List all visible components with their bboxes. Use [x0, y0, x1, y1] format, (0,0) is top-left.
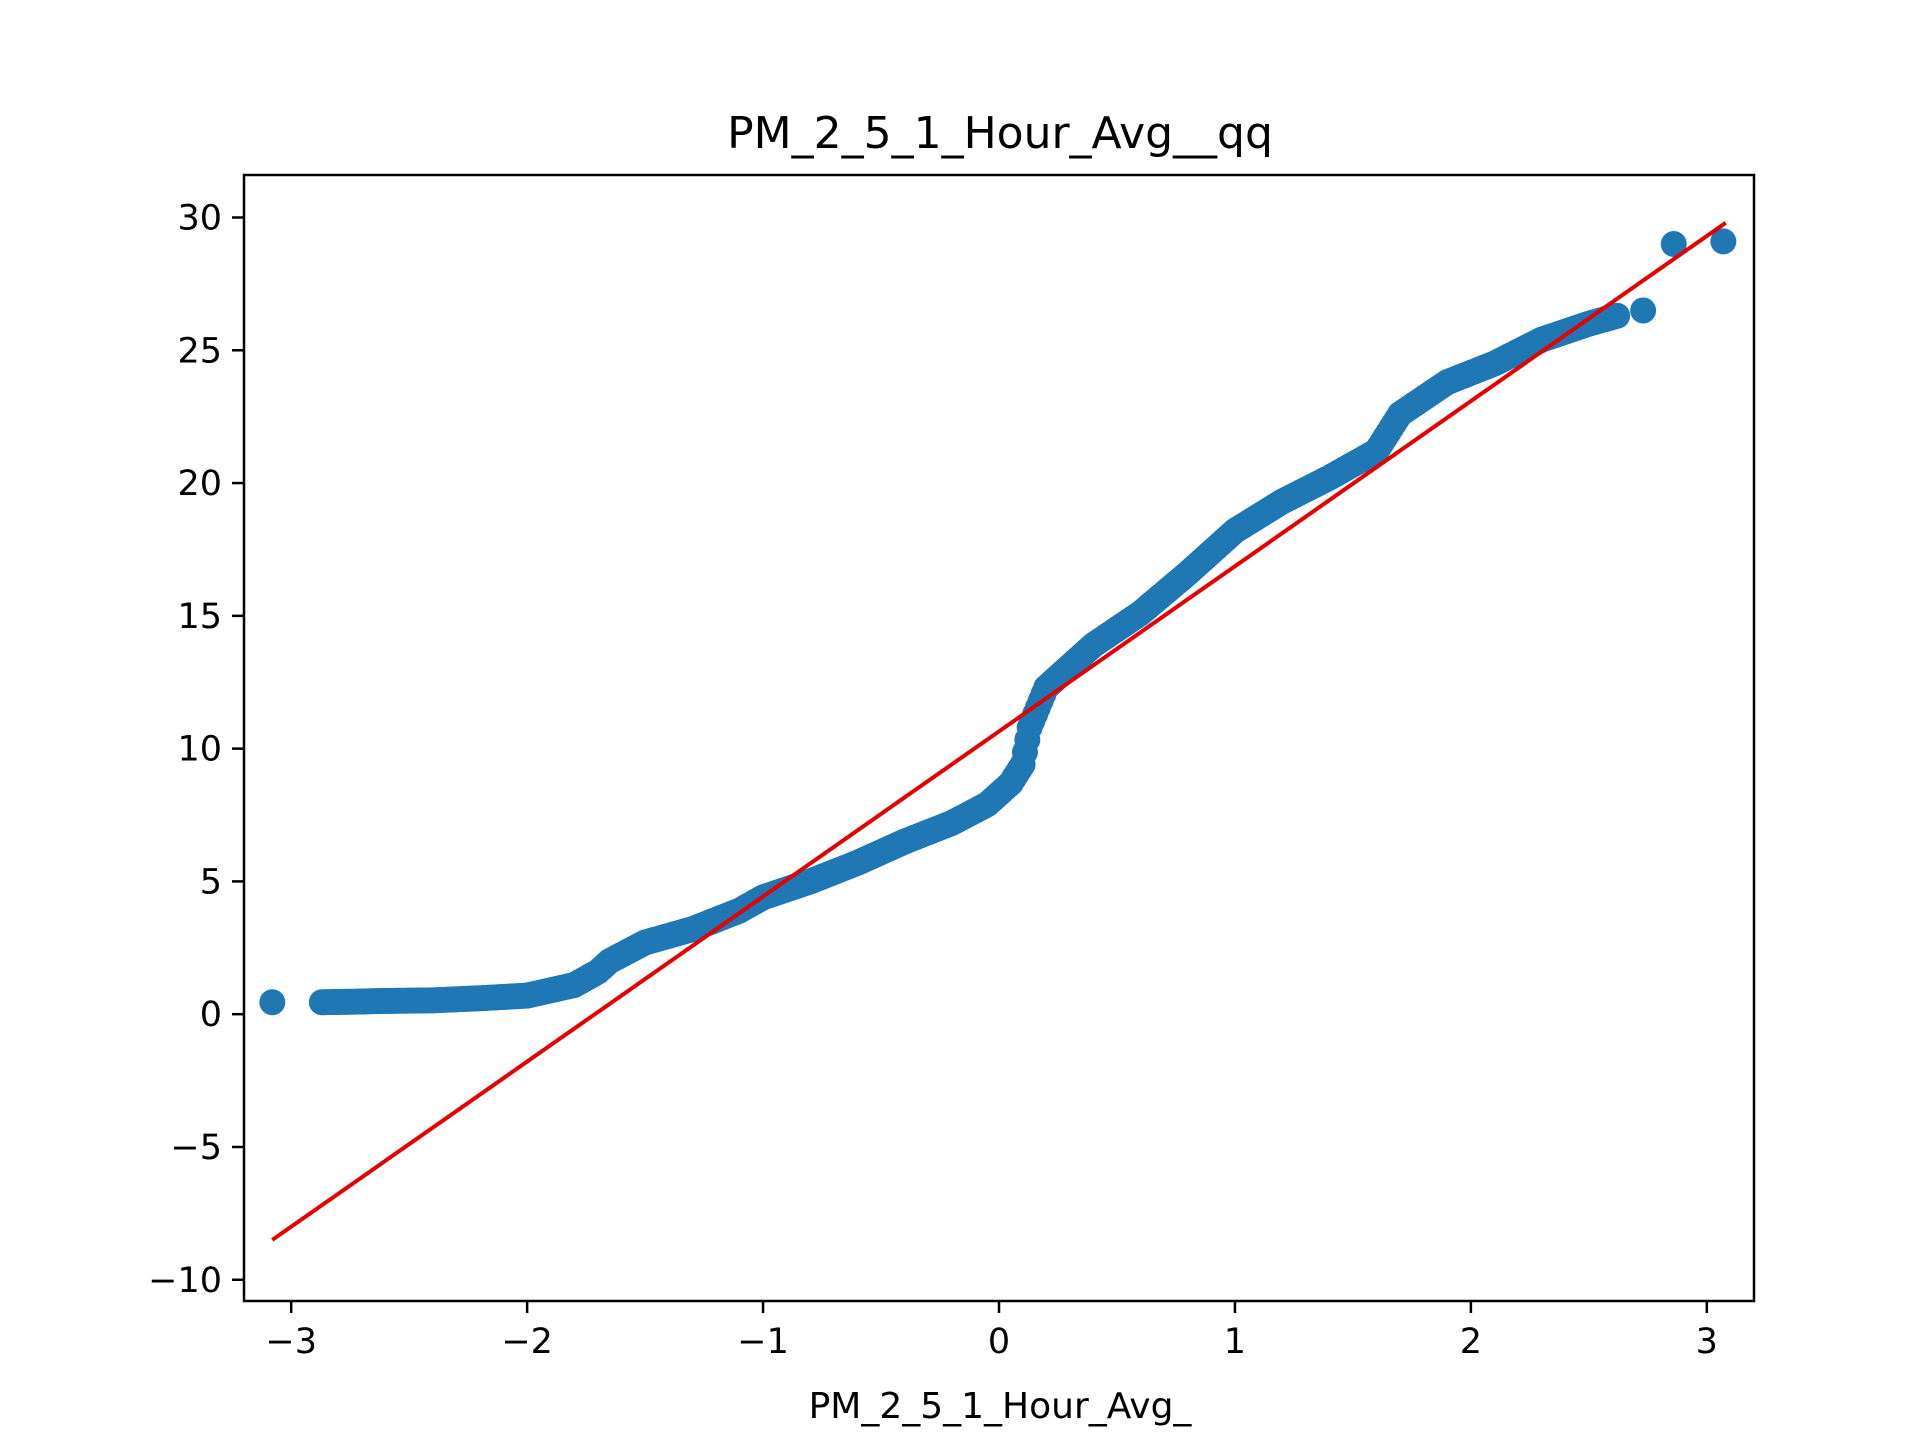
x-tick-label: −1	[737, 1322, 789, 1362]
x-axis: −3 −2 −1 0 1 2 3	[265, 1301, 1718, 1362]
x-tick-label: 2	[1460, 1322, 1482, 1362]
x-tick-label: 0	[988, 1322, 1010, 1362]
x-tick-label: 3	[1696, 1322, 1718, 1362]
y-axis: −10 −5 0 5 10 15 20 25 30	[148, 198, 244, 1301]
y-tick-label: −10	[148, 1261, 222, 1301]
data-point	[1660, 231, 1687, 258]
data-points-layer	[259, 228, 1737, 1016]
y-tick-label: 20	[177, 464, 222, 504]
reference-line-layer	[271, 221, 1727, 1242]
data-point	[1710, 228, 1737, 255]
chart-title: PM_2_5_1_Hour_Avg__qq	[727, 108, 1273, 159]
data-point	[259, 989, 286, 1016]
data-point	[1630, 297, 1657, 324]
x-tick-label: −2	[501, 1322, 553, 1362]
y-tick-label: 15	[177, 597, 222, 637]
reference-line	[271, 221, 1727, 1242]
y-tick-label: 30	[177, 198, 222, 238]
x-tick-label: 1	[1224, 1322, 1246, 1362]
data-point	[1604, 302, 1631, 329]
x-tick-label: −3	[265, 1322, 317, 1362]
plot-area	[259, 221, 1737, 1242]
y-tick-label: 10	[177, 730, 222, 770]
y-tick-label: 0	[200, 995, 222, 1035]
y-tick-label: 25	[177, 331, 222, 371]
x-axis-label: PM_2_5_1_Hour_Avg_	[809, 1386, 1193, 1427]
y-tick-label: 5	[200, 862, 222, 902]
y-tick-label: −5	[170, 1128, 222, 1168]
